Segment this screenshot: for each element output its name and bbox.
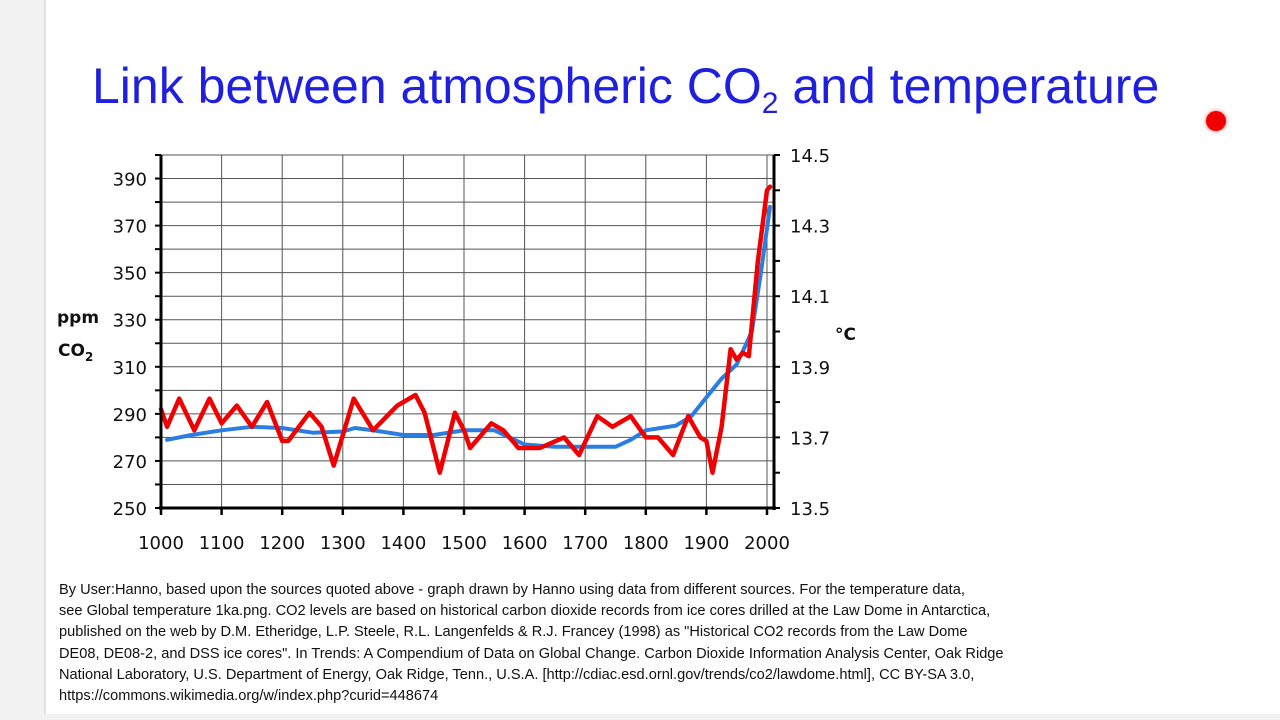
right-tick-label: 13.7 (790, 428, 830, 449)
title-text: Link between atmospheric CO (92, 58, 762, 114)
x-tick-label: 2000 (744, 533, 790, 554)
caption-line: National Laboratory, U.S. Department of … (59, 666, 975, 683)
image-attribution-caption: By User:Hanno, based upon the sources qu… (59, 580, 1139, 707)
caption-line: published on the web by D.M. Etheridge, … (59, 624, 968, 641)
x-tick-label: 1700 (562, 533, 608, 554)
x-tick-label: 1000 (138, 533, 184, 554)
left-tick-label: 350 (113, 264, 147, 285)
left-tick-label: 250 (113, 499, 147, 520)
caption-line: By User:Hanno, based upon the sources qu… (59, 582, 965, 598)
x-tick-label: 1100 (199, 533, 245, 554)
x-tick-label: 1900 (683, 533, 729, 554)
co2-series-line (165, 204, 772, 449)
left-tick-label: 290 (113, 405, 147, 426)
x-tick-label: 1400 (380, 533, 426, 554)
title-subscript: 2 (761, 87, 779, 120)
x-tick-label: 1600 (502, 533, 548, 554)
right-tick-label: 14.5 (790, 146, 830, 167)
slide-left-margin (0, 0, 46, 720)
left-axis-label-ppm: ppm (57, 308, 99, 328)
right-tick-label: 13.9 (790, 358, 830, 379)
left-tick-label: 310 (113, 358, 147, 379)
x-tick-label: 1200 (259, 533, 305, 554)
right-axis-label-celsius: °C (835, 325, 856, 345)
slide-title: Link between atmospheric CO2 and tempera… (92, 56, 1159, 134)
temperature-series-line (158, 184, 773, 475)
x-tick-label: 1800 (623, 533, 669, 554)
caption-line: DE08, DE08-2, and DSS ice cores". In Tre… (59, 645, 1004, 662)
right-tick-label: 14.3 (790, 217, 830, 238)
right-tick-label: 14.1 (790, 287, 830, 308)
left-tick-label: 270 (113, 452, 147, 473)
caption-line: see Global temperature 1ka.png. CO2 leve… (59, 603, 991, 620)
slide-bottom-margin (44, 714, 1280, 720)
left-axis-label-co2: CO2 (58, 341, 93, 364)
x-tick-label: 1300 (320, 533, 366, 554)
right-tick-label: 13.5 (790, 499, 830, 520)
left-tick-label: 330 (113, 311, 147, 332)
title-text-end: and temperature (778, 58, 1160, 114)
laser-pointer-dot (1206, 111, 1226, 131)
left-tick-label: 370 (113, 217, 147, 238)
caption-line: https://commons.wikimedia.org/w/index.ph… (59, 688, 439, 705)
x-tick-label: 1500 (441, 533, 487, 554)
left-tick-label: 390 (113, 170, 147, 191)
